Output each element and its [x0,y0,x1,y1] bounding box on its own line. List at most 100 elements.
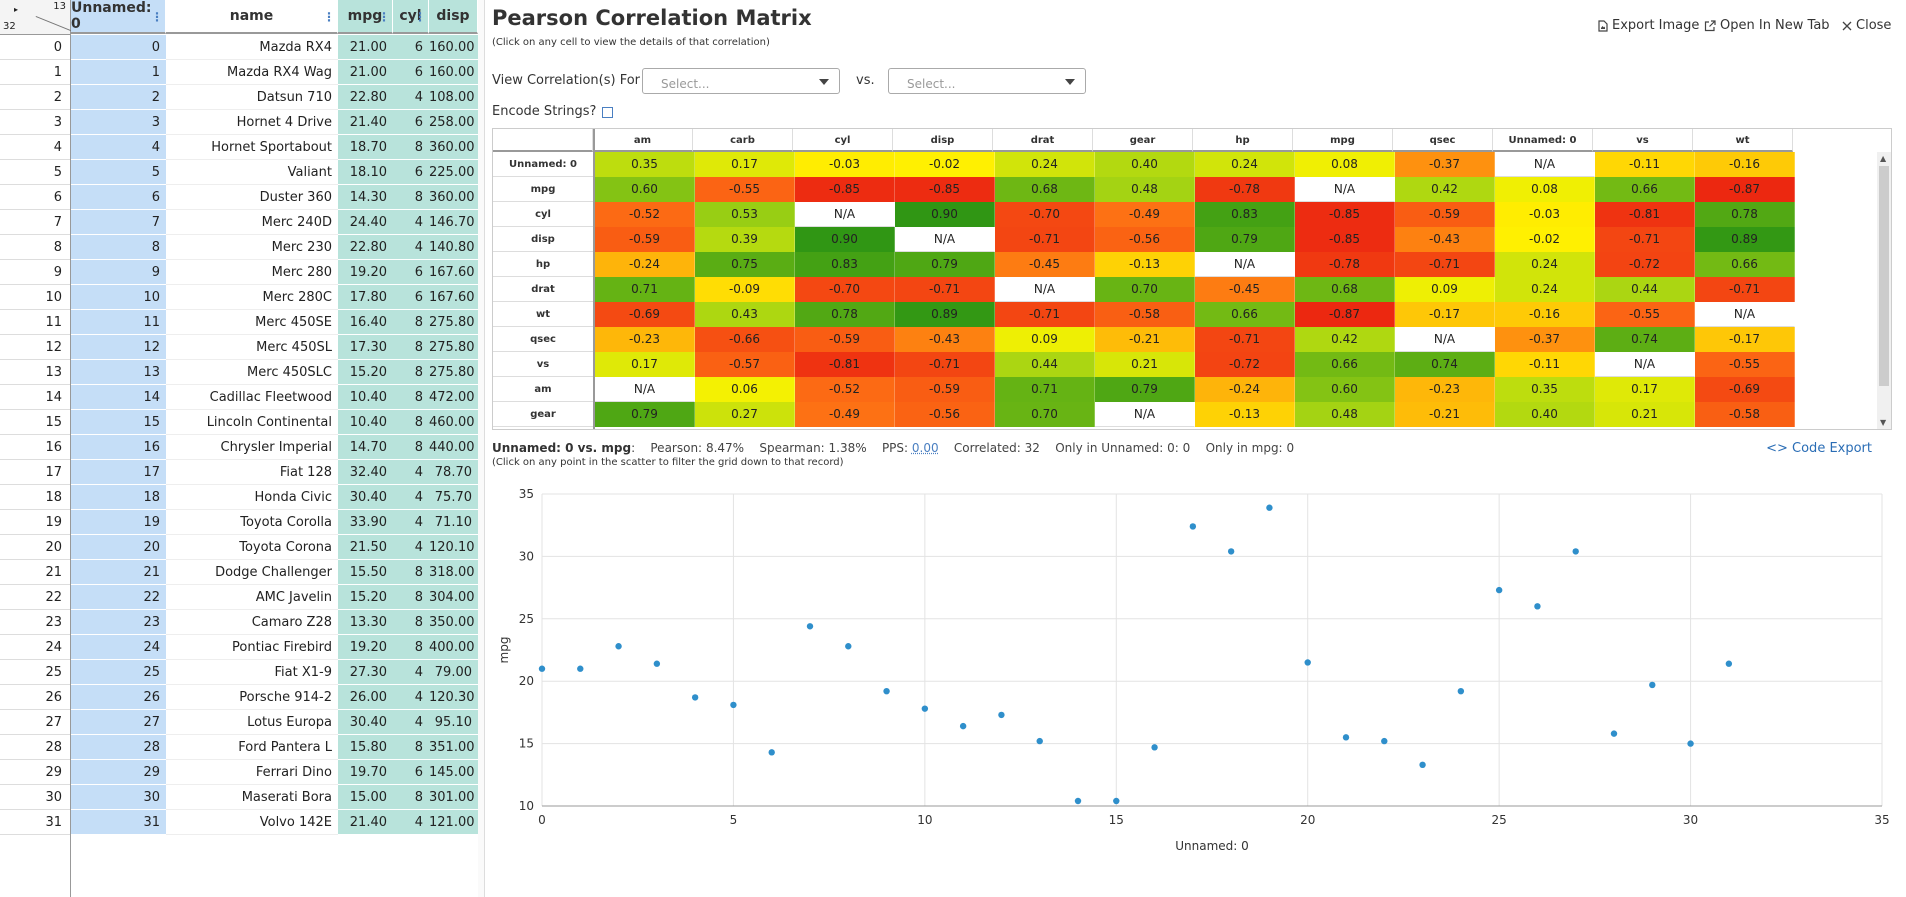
scatter-point[interactable] [1572,548,1579,555]
grid-cell[interactable]: 145.00 [429,760,478,785]
grid-cell[interactable]: 21.00 [338,60,393,85]
matrix-cell[interactable]: -0.16 [1695,152,1795,177]
matrix-cell[interactable]: 0.42 [1395,177,1495,202]
pps-value[interactable]: 0.00 [911,441,939,455]
matrix-cell[interactable]: N/A [795,202,895,227]
matrix-scrollbar[interactable]: ▲ ▼ [1877,152,1891,429]
row-index[interactable]: 12 [0,335,70,360]
grid-cell[interactable]: 258.00 [429,110,478,135]
grid-cell[interactable]: 18.70 [338,135,393,160]
grid-cell[interactable]: 4 [393,510,429,535]
matrix-cell[interactable]: N/A [595,377,695,402]
matrix-cell[interactable]: 0.74 [1595,327,1695,352]
scatter-point[interactable] [1074,797,1082,805]
grid-cell[interactable]: 275.80 [429,335,478,360]
row-index[interactable]: 1 [0,60,70,85]
row-index[interactable]: 31 [0,810,70,835]
grid-cell[interactable]: 8 [393,410,429,435]
grid-cell[interactable]: 8 [393,785,429,810]
grid-cell[interactable]: 472.00 [429,385,478,410]
grid-cell[interactable]: 8 [393,185,429,210]
grid-cell[interactable]: 23 [71,610,166,635]
matrix-cell[interactable]: -0.09 [695,277,795,302]
column-header[interactable]: disp [429,0,478,34]
scatter-point[interactable] [1687,740,1694,747]
grid-cell[interactable]: 275.80 [429,360,478,385]
grid-cell[interactable]: Merc 240D [166,210,338,235]
grid-cell[interactable]: Fiat X1-9 [166,660,338,685]
grid-cell[interactable]: 24.40 [338,210,393,235]
matrix-cell[interactable]: 0.75 [695,252,795,277]
scatter-point[interactable] [730,701,737,709]
grid-cell[interactable]: 24 [71,635,166,660]
grid-cell[interactable]: 4 [393,710,429,735]
grid-cell[interactable]: 8 [393,435,429,460]
row-index[interactable]: 17 [0,460,70,485]
matrix-cell[interactable]: 0.74 [1395,352,1495,377]
grid-cell[interactable]: 8 [393,135,429,160]
matrix-cell[interactable]: N/A [1295,177,1395,202]
grid-cell[interactable]: 21.00 [338,35,393,60]
scatter-point[interactable] [1419,761,1426,769]
panel-resize-handle[interactable] [478,0,485,897]
grid-cell[interactable]: 22.80 [338,85,393,110]
matrix-cell[interactable]: 0.17 [1595,377,1695,402]
matrix-cell[interactable]: -0.03 [795,152,895,177]
row-index[interactable]: 16 [0,435,70,460]
matrix-cell[interactable]: -0.59 [595,227,695,252]
grid-cell[interactable]: 29 [71,760,166,785]
grid-cell[interactable]: Merc 450SL [166,335,338,360]
column-menu-icon[interactable]: ⋮ [378,10,390,24]
matrix-cell[interactable]: 0.43 [695,302,795,327]
grid-cell[interactable]: 31 [71,810,166,835]
matrix-cell[interactable]: -0.11 [1595,152,1695,177]
grid-cell[interactable]: 8 [393,385,429,410]
grid-cell[interactable]: 301.00 [429,785,478,810]
matrix-cell[interactable]: 0.21 [1595,402,1695,427]
row-index[interactable]: 7 [0,210,70,235]
matrix-cell[interactable]: 0.71 [995,377,1095,402]
matrix-cell[interactable]: 0.24 [1195,152,1295,177]
matrix-cell[interactable]: -0.37 [1495,327,1595,352]
scatter-point[interactable] [691,694,699,701]
matrix-cell[interactable]: -0.71 [995,302,1095,327]
grid-cell[interactable]: Volvo 142E [166,810,338,835]
code-export-button[interactable]: <> Code Export [1766,441,1872,456]
scroll-down-icon[interactable]: ▼ [1880,418,1887,427]
matrix-cell[interactable]: 0.17 [595,352,695,377]
grid-cell[interactable]: Porsche 914-2 [166,685,338,710]
grid-cell[interactable]: 4 [393,210,429,235]
matrix-cell[interactable]: -0.70 [995,202,1095,227]
matrix-cell[interactable]: 0.70 [995,402,1095,427]
open-new-tab-button[interactable]: Open In New Tab [1704,18,1830,33]
matrix-cell[interactable]: 0.79 [1195,227,1295,252]
matrix-cell[interactable]: -0.56 [895,402,995,427]
grid-cell[interactable]: Mazda RX4 [166,35,338,60]
matrix-cell[interactable]: -0.16 [1495,302,1595,327]
grid-cell[interactable]: 4 [393,685,429,710]
matrix-cell[interactable]: 0.78 [795,302,895,327]
grid-cell[interactable]: 304.00 [429,585,478,610]
matrix-cell[interactable]: N/A [1095,402,1195,427]
grid-cell[interactable]: 8 [71,235,166,260]
grid-cell[interactable]: 26.00 [338,685,393,710]
matrix-cell[interactable]: -0.02 [895,152,995,177]
matrix-cell[interactable]: -0.56 [1095,227,1195,252]
export-image-button[interactable]: Export Image [1598,18,1699,33]
column-header[interactable]: cyl ⋮ [393,0,429,34]
matrix-cell[interactable]: N/A [1595,352,1695,377]
grid-cell[interactable]: Hornet 4 Drive [166,110,338,135]
grid-cell[interactable]: 225.00 [429,160,478,185]
matrix-cell[interactable]: 0.90 [895,202,995,227]
scatter-point[interactable] [1342,734,1350,741]
matrix-cell[interactable]: 0.66 [1695,252,1795,277]
matrix-cell[interactable]: -0.59 [895,377,995,402]
grid-cell[interactable]: 19.70 [338,760,393,785]
matrix-cell[interactable]: 0.83 [795,252,895,277]
grid-cell[interactable]: Fiat 128 [166,460,338,485]
grid-cell[interactable]: Merc 280C [166,285,338,310]
grid-corner[interactable]: ▸ 13 32 [0,0,74,36]
matrix-cell[interactable]: 0.79 [1095,377,1195,402]
matrix-cell[interactable]: 0.66 [1595,177,1695,202]
matrix-cell[interactable]: -0.59 [795,327,895,352]
